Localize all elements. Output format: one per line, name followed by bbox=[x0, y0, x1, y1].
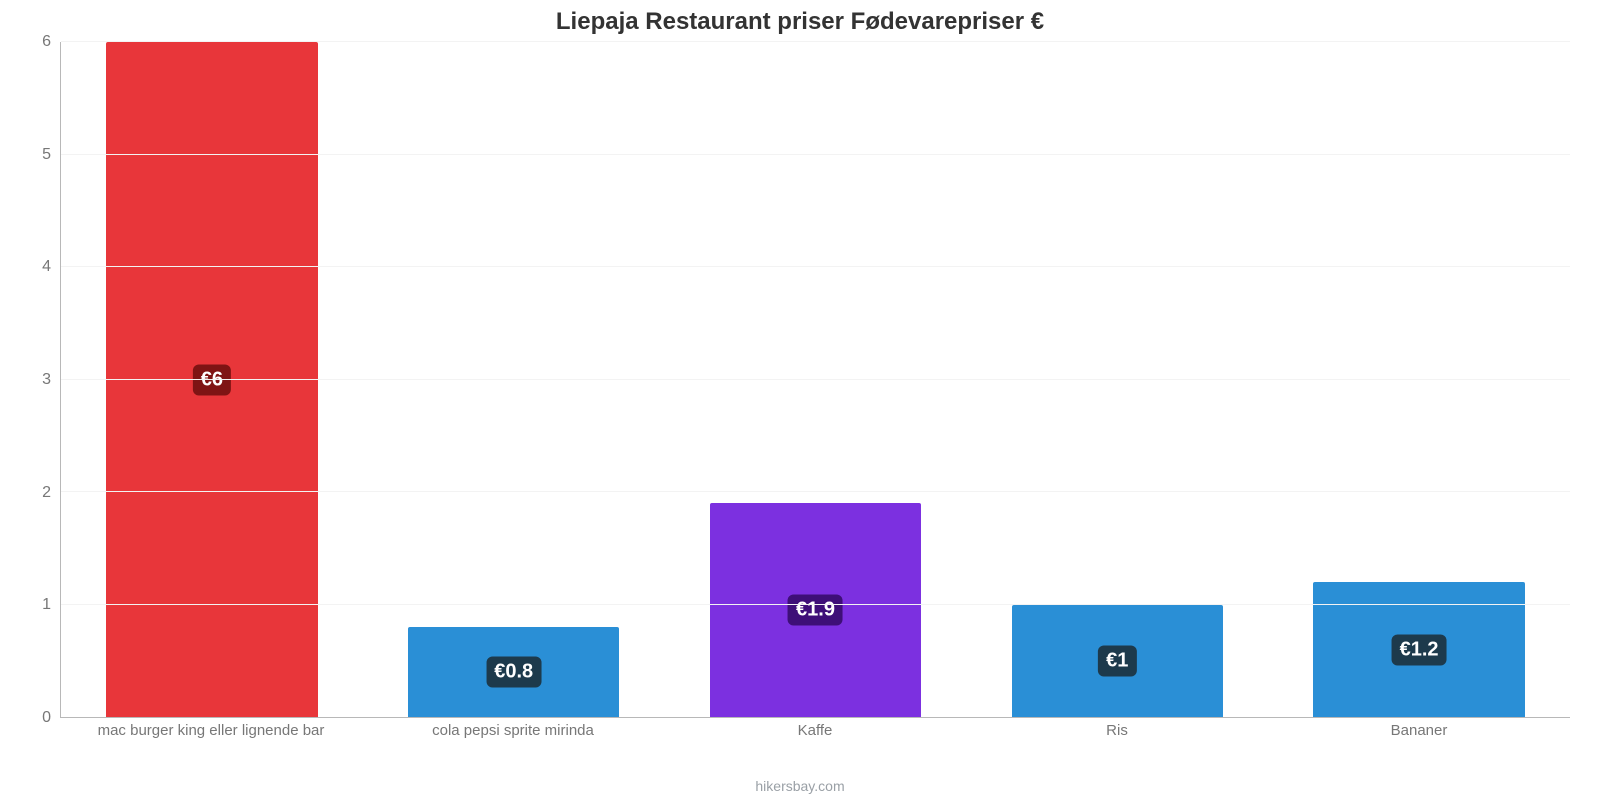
bar-slot: €1 bbox=[966, 42, 1268, 717]
y-tick: 4 bbox=[42, 258, 51, 276]
grid-line bbox=[61, 491, 1570, 492]
grid-line bbox=[61, 604, 1570, 605]
bar: €1 bbox=[1012, 605, 1223, 718]
grid-line bbox=[61, 379, 1570, 380]
y-tick: 6 bbox=[42, 33, 51, 51]
x-tick: cola pepsi sprite mirinda bbox=[362, 718, 664, 778]
bar-value-label: €1.2 bbox=[1392, 634, 1447, 665]
bar: €0.8 bbox=[408, 627, 619, 717]
x-tick: Kaffe bbox=[664, 718, 966, 778]
attribution-text: hikersbay.com bbox=[0, 778, 1600, 800]
bar-slot: €0.8 bbox=[363, 42, 665, 717]
bar-value-label: €6 bbox=[193, 364, 231, 395]
bar: €1.2 bbox=[1313, 582, 1524, 717]
bar-slot: €1.9 bbox=[665, 42, 967, 717]
grid-line bbox=[61, 41, 1570, 42]
y-tick: 5 bbox=[42, 146, 51, 164]
bar-slot: €6 bbox=[61, 42, 363, 717]
bar-value-label: €1.9 bbox=[788, 595, 843, 626]
bar: €6 bbox=[106, 42, 317, 717]
y-tick: 2 bbox=[42, 484, 51, 502]
plot-row: 0123456 €6€0.8€1.9€1€1.2 bbox=[0, 42, 1600, 718]
bar-value-label: €1 bbox=[1098, 645, 1136, 676]
plot-area: €6 €0.8 €1.9 €1 €1.2 bbox=[60, 42, 1570, 718]
y-tick: 3 bbox=[42, 371, 51, 389]
price-bar-chart: Liepaja Restaurant priser Fødevarepriser… bbox=[0, 0, 1600, 800]
x-tick: Bananer bbox=[1268, 718, 1570, 778]
x-tick: Ris bbox=[966, 718, 1268, 778]
x-axis: mac burger king eller lignende barcola p… bbox=[0, 718, 1600, 778]
grid-line bbox=[61, 266, 1570, 267]
grid-line bbox=[61, 154, 1570, 155]
bar: €1.9 bbox=[710, 503, 921, 717]
chart-title: Liepaja Restaurant priser Fødevarepriser… bbox=[0, 0, 1600, 42]
y-axis: 0123456 bbox=[0, 42, 60, 718]
bar-value-label: €0.8 bbox=[486, 657, 541, 688]
bars-container: €6 €0.8 €1.9 €1 €1.2 bbox=[61, 42, 1570, 717]
bar-slot: €1.2 bbox=[1268, 42, 1570, 717]
y-tick: 0 bbox=[42, 709, 51, 727]
x-tick: mac burger king eller lignende bar bbox=[60, 718, 362, 778]
y-tick: 1 bbox=[42, 596, 51, 614]
